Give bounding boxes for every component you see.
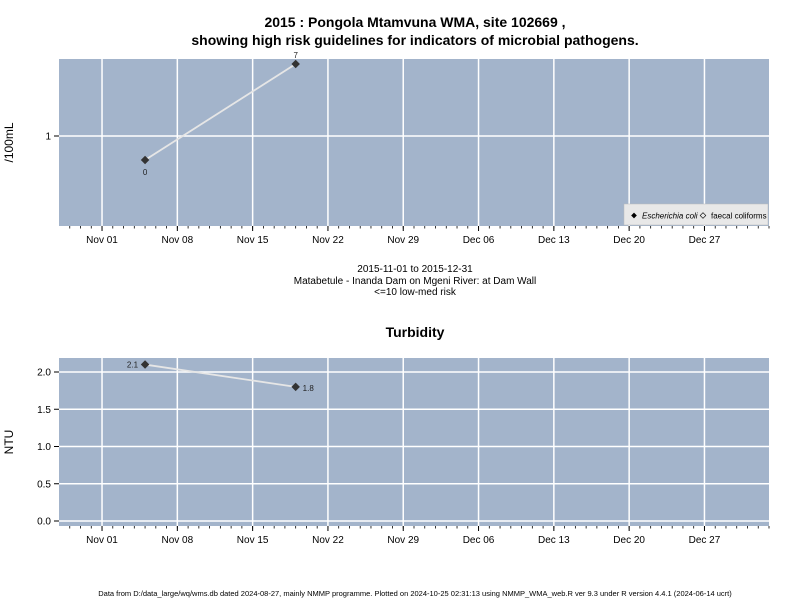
- legend-label: faecal coliforms: [711, 212, 767, 221]
- x-tick-label: Dec 20: [613, 535, 645, 546]
- x-tick-label: Dec 27: [689, 535, 721, 546]
- x-tick-label: Dec 13: [538, 535, 570, 546]
- x-tick-label: Nov 15: [237, 235, 269, 246]
- data-point: [291, 59, 300, 69]
- data-label: 1.8: [303, 384, 315, 393]
- y-tick-label: 1: [45, 132, 51, 143]
- x-tick-label: Nov 22: [312, 235, 344, 246]
- y-tick-label: 0.0: [37, 517, 51, 528]
- x-tick-label: Dec 13: [538, 235, 570, 246]
- x-tick-label: Nov 01: [86, 535, 118, 546]
- site-name-caption: Matabetule - Inanda Dam on Mgeni River: …: [293, 276, 537, 287]
- data-point: [291, 382, 300, 392]
- x-tick-label: Nov 29: [387, 535, 419, 546]
- x-tick-label: Nov 01: [86, 235, 118, 246]
- plot-panel: [59, 59, 769, 226]
- y-tick-label: 1.5: [37, 405, 51, 416]
- legend-marker: [631, 212, 637, 219]
- series-line: [144, 363, 296, 388]
- data-point: [140, 360, 150, 369]
- microbial-chart: Nov 01 Nov 08 Nov 15 Nov 22 Nov 29 Dec 06 Dec …: [2, 51, 770, 246]
- data-label: 7: [293, 51, 298, 60]
- y-tick-label: 2.0: [37, 368, 51, 379]
- turbidity-chart: Nov 01 Nov 08 Nov 15 Nov 22 Nov 29 Dec 06 Dec …: [2, 358, 770, 546]
- x-tick-label: Nov 15: [237, 535, 269, 546]
- data-label: 0: [143, 168, 148, 177]
- chart-title-line1: 2015 : Pongola Mtamvuna WMA, site 102669…: [264, 14, 566, 30]
- chart-title-line2: showing high risk guidelines for indicat…: [191, 32, 639, 48]
- footer-note: Data from D:/data_large/wq/wms.db dated …: [98, 589, 732, 598]
- plot-panel: [59, 358, 769, 526]
- data-point: [140, 155, 150, 165]
- x-tick-label: Nov 08: [161, 235, 193, 246]
- y-tick-label: 0.5: [37, 479, 51, 490]
- x-tick-label: Dec 06: [463, 535, 495, 546]
- legend-box: [623, 203, 769, 226]
- risk-caption: <=10 low-med risk: [374, 287, 456, 298]
- y-tick-label: 1.0: [37, 442, 51, 453]
- legend-label: Escherichia coli: [642, 212, 698, 221]
- turbidity-title: Turbidity: [385, 324, 445, 340]
- x-tick-label: Nov 22: [312, 535, 344, 546]
- date-range-caption: 2015-11-01 to 2015-12-31: [357, 264, 473, 275]
- x-tick-label: Dec 20: [613, 235, 645, 246]
- x-tick-label: Nov 29: [387, 235, 419, 246]
- x-tick-label: Nov 08: [161, 535, 193, 546]
- legend-marker: [699, 212, 707, 219]
- y-axis-label: NTU: [2, 430, 16, 455]
- data-label: 2.1: [127, 361, 139, 370]
- x-tick-label: Dec 06: [463, 235, 495, 246]
- series-line: [144, 63, 297, 161]
- x-tick-label: Dec 27: [689, 235, 721, 246]
- y-axis-label: /100mL: [2, 122, 16, 162]
